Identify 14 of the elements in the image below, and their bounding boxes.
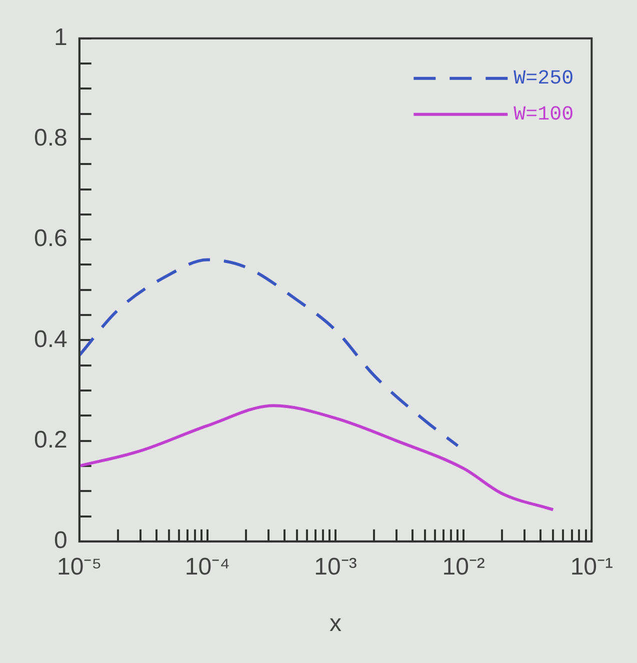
y-tick-label: 0.2 [34, 426, 68, 454]
y-tick-label: 0.6 [34, 225, 68, 252]
x-tick-label: 10⁻⁵ [57, 553, 102, 580]
x-tick-label: 10⁻⁴ [184, 553, 230, 580]
x-tick-label: 10⁻² [442, 553, 485, 580]
legend-label: W=100 [514, 104, 574, 127]
y-tick-label: 1 [54, 24, 68, 52]
x-tick-label: 10⁻³ [314, 553, 357, 580]
legend-label: W=250 [514, 68, 574, 91]
x-axis-title: x [330, 610, 342, 638]
y-tick-label: 0 [54, 527, 68, 554]
x-tick-label: 10⁻¹ [570, 553, 614, 580]
y-tick-label: 0.8 [34, 124, 68, 152]
y-tick-label: 0.4 [34, 326, 68, 353]
